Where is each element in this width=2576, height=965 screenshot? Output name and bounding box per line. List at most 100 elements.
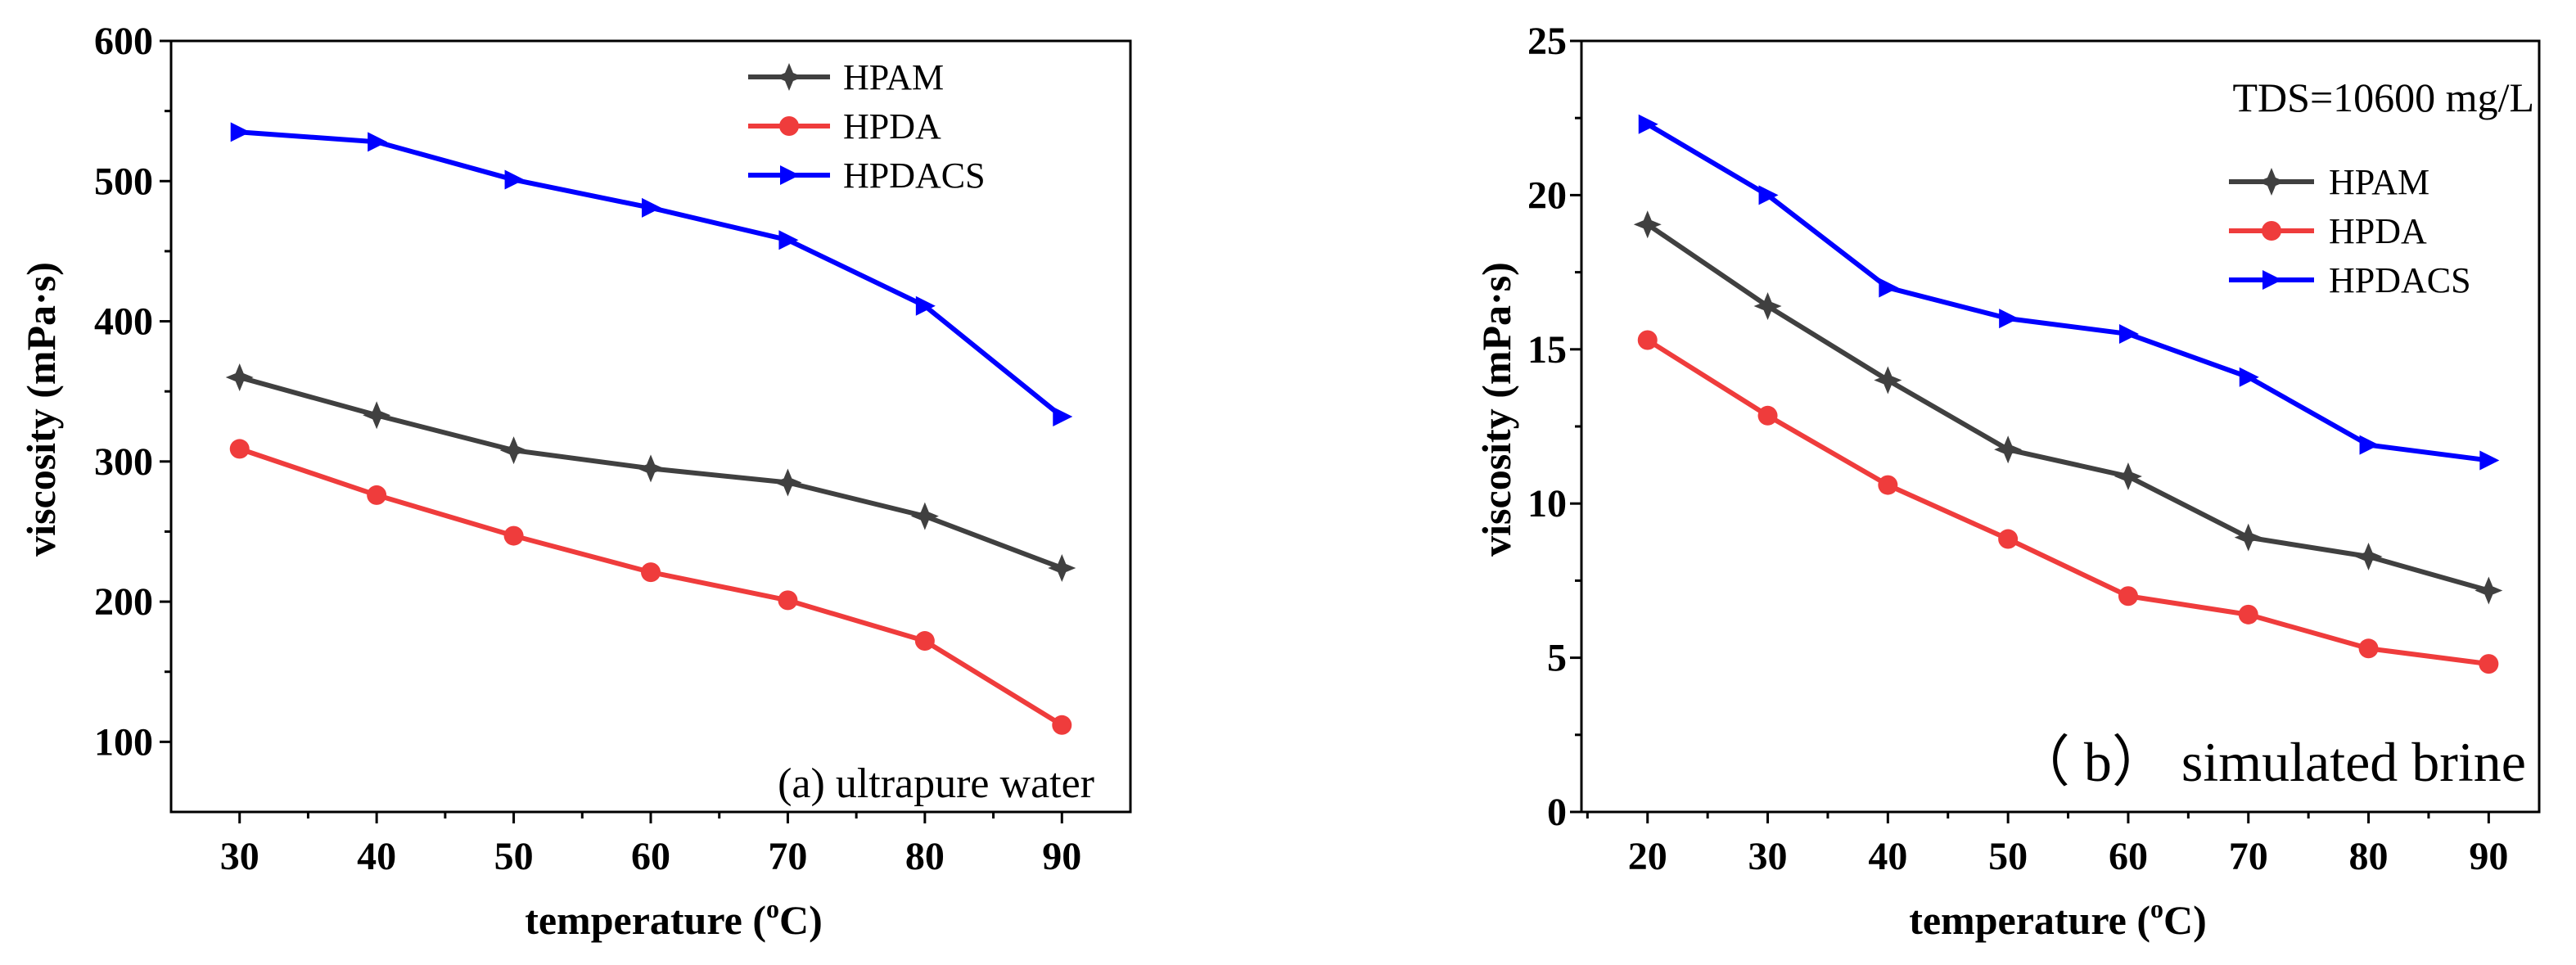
data-point-hpdacs — [1758, 185, 1779, 205]
data-point-hpam — [2114, 462, 2142, 491]
x-axis-label-prefix: temperature ( — [1909, 897, 2150, 943]
legend-marker-hpam — [775, 63, 803, 91]
x-axis-label-prefix: temperature ( — [525, 897, 766, 943]
x-tick-label: 30 — [1748, 835, 1788, 878]
data-point-hpam — [2234, 523, 2262, 552]
y-tick-label: 400 — [94, 300, 153, 344]
legend: HPAM HPDA HPDACS — [748, 57, 986, 196]
legend-label-hpam: HPAM — [843, 57, 944, 97]
x-tick-label: 60 — [2109, 835, 2148, 878]
panel-annotation: （ b） simulated brine — [2014, 731, 2526, 793]
data-point-hpdacs — [2118, 323, 2139, 344]
legend-marker-hpdacs — [780, 165, 800, 185]
data-point-hpam — [1048, 553, 1076, 582]
data-point-hpdacs — [230, 122, 250, 142]
legend-marker-hpam — [2258, 168, 2285, 196]
series-line-hpdacs — [1644, 121, 2492, 463]
series-line-hpda — [237, 446, 1065, 728]
x-tick-label: 70 — [768, 835, 807, 878]
x-tick-label: 90 — [1042, 835, 1081, 878]
data-point-hpda — [914, 631, 935, 652]
data-point-hpdacs — [2239, 367, 2259, 387]
data-point-hpdacs — [2359, 435, 2380, 455]
data-point-hpda — [229, 439, 250, 459]
data-point-hpdacs — [778, 230, 799, 250]
chart-panel-a: 100 200 300 400 500 600 30 40 50 60 70 80 90 HPAM HPDA… — [18, 20, 1132, 943]
x-tick-label: 90 — [2469, 835, 2508, 878]
data-point-hpdacs — [1879, 277, 1899, 298]
data-point-hpam — [637, 454, 665, 483]
data-point-hpdacs — [1053, 407, 1073, 427]
data-point-hpdacs — [915, 295, 936, 316]
x-tick-label: 20 — [1628, 835, 1667, 878]
y-tick-label: 500 — [94, 160, 153, 203]
data-point-hpam — [1753, 292, 1782, 321]
data-point-hpam — [1633, 210, 1662, 239]
legend-label-hpda: HPDA — [2329, 211, 2427, 251]
data-point-hpdacs — [504, 169, 525, 190]
y-tick-label: 15 — [1527, 328, 1567, 372]
y-tick-label: 10 — [1527, 482, 1567, 525]
data-point-hpam — [2474, 576, 2503, 605]
data-point-hpda — [641, 562, 661, 583]
series-line-hpam — [1644, 222, 2492, 593]
x-axis-label: temperature (oC) — [525, 894, 823, 943]
data-point-hpam — [774, 468, 802, 497]
x-tick-label: 50 — [494, 835, 534, 878]
x-axis-label: temperature (oC) — [1909, 894, 2207, 943]
data-point-hpdacs — [2479, 450, 2500, 471]
y-tick-label: 5 — [1547, 637, 1567, 680]
x-tick-label: 30 — [220, 835, 259, 878]
data-point-hpam — [1994, 435, 2023, 464]
x-tick-label: 40 — [1868, 835, 1907, 878]
legend-label-hpdacs: HPDACS — [2329, 260, 2471, 300]
data-point-hpda — [2479, 654, 2499, 674]
data-point-hpdacs — [1638, 114, 1658, 134]
legend-label-hpdacs: HPDACS — [843, 156, 986, 196]
data-point-hpda — [2118, 586, 2138, 607]
y-tick-label: 300 — [94, 440, 153, 484]
panel-annotation: (a) ultrapure water — [778, 760, 1094, 807]
x-tick-label: 40 — [357, 835, 396, 878]
data-point-hpda — [503, 525, 524, 546]
data-point-hpda — [2238, 604, 2258, 625]
y-axis-label: viscosity (mPa·s) — [1473, 262, 1519, 557]
x-axis-label-suffix: C) — [2163, 897, 2207, 943]
x-tick-label: 80 — [905, 835, 945, 878]
data-point-hpda — [1757, 405, 1778, 426]
legend-marker-hpda — [779, 116, 799, 136]
data-point-hpda — [778, 590, 798, 611]
legend-label-hpam: HPAM — [2329, 162, 2429, 202]
data-point-hpam — [363, 401, 391, 430]
y-tick-label: 20 — [1527, 174, 1567, 217]
data-point-hpdacs — [642, 197, 661, 218]
chart-panel-b: 0 5 10 15 20 25 20 30 40 50 60 70 80 90 HPAM HPDA HPDACS… — [1473, 20, 2541, 943]
series-line-hpda — [1644, 337, 2492, 667]
data-point-hpda — [1052, 715, 1072, 735]
legend: HPAM HPDA HPDACS — [2229, 162, 2471, 300]
legend-label-hpda: HPDA — [843, 106, 941, 147]
data-point-hpam — [910, 502, 939, 530]
data-point-hpda — [1998, 529, 2019, 549]
condition-note: TDS=10600 mg/L — [2233, 74, 2534, 120]
data-point-hpdacs — [1999, 309, 2019, 329]
data-point-hpam — [225, 363, 254, 392]
legend-marker-hpdacs — [2262, 270, 2282, 290]
x-tick-label: 70 — [2229, 835, 2268, 878]
x-axis-label-superscript: o — [766, 894, 779, 923]
y-tick-label: 200 — [94, 580, 153, 624]
data-point-hpam — [499, 436, 528, 465]
plot-frame — [1580, 39, 2541, 814]
y-tick-label: 100 — [94, 720, 153, 764]
data-point-hpda — [1878, 475, 1898, 495]
y-tick-label: 600 — [94, 20, 153, 63]
x-tick-label: 60 — [631, 835, 670, 878]
data-point-hpam — [2354, 543, 2383, 571]
data-point-hpdacs — [368, 132, 388, 152]
x-axis-label-superscript: o — [2150, 894, 2163, 923]
y-tick-label: 25 — [1527, 20, 1567, 63]
plot-frame — [169, 39, 1132, 814]
x-axis-label-suffix: C) — [779, 897, 823, 943]
data-point-hpda — [1637, 330, 1658, 350]
